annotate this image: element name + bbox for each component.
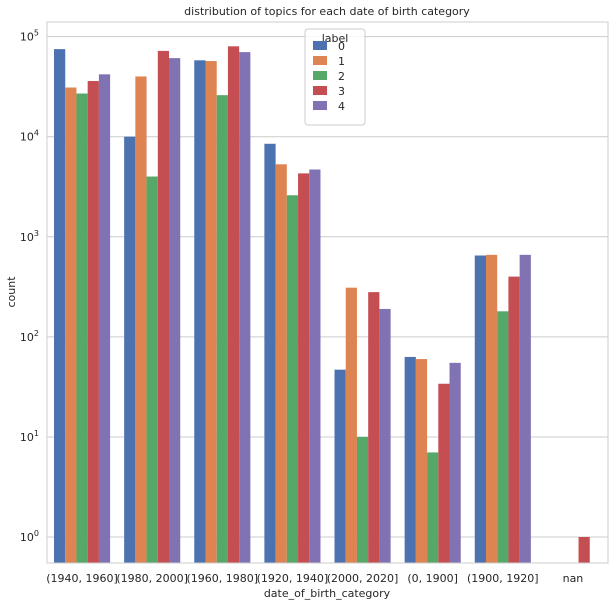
bar-series-4	[449, 362, 461, 563]
legend-swatch	[313, 71, 327, 80]
bar-series-3	[578, 537, 590, 563]
x-tick-label: (1940, 1960]	[46, 572, 118, 585]
bar-series-0	[264, 143, 276, 563]
y-tick-exponent: 3	[34, 229, 39, 238]
legend-entry: 0	[338, 40, 345, 53]
y-tick-label: 102	[20, 329, 39, 344]
bar-series-2	[76, 93, 88, 564]
y-tick-exponent: 4	[34, 129, 39, 138]
bar-series-2	[497, 311, 509, 563]
bar-series-4	[239, 52, 251, 563]
legend-entry: 2	[338, 70, 345, 83]
bar-series-1	[205, 61, 217, 564]
x-tick-label: nan	[563, 572, 584, 585]
y-tick-exponent: 2	[34, 329, 39, 338]
y-tick-base: 10	[20, 131, 34, 144]
y-tick-label: 103	[20, 229, 39, 244]
bar-series-1	[415, 359, 428, 563]
legend-entry: 1	[338, 55, 345, 68]
bar-series-3	[298, 173, 310, 563]
legend-swatch	[313, 41, 327, 50]
y-tick-exponent: 1	[34, 429, 39, 438]
chart-title: distribution of topics for each date of …	[184, 5, 470, 18]
y-tick-base: 10	[20, 531, 34, 544]
legend-items: 0 1 2 3 4	[313, 40, 345, 113]
y-tick-label: 101	[20, 429, 39, 444]
bar-series-3	[508, 276, 520, 563]
x-tick-label: (2000, 2020]	[327, 572, 399, 585]
y-tick-base: 10	[20, 331, 34, 344]
bar-series-4	[98, 74, 111, 564]
bar-series-1	[65, 87, 77, 563]
bar-series-2	[216, 95, 228, 564]
bar-series-3	[438, 383, 450, 563]
bar-series-0	[54, 49, 66, 563]
bar-series-0	[124, 136, 136, 564]
bar-series-1	[135, 76, 147, 563]
y-tick-label: 100	[20, 529, 39, 544]
x-axis-label: date_of_birth_category	[264, 587, 391, 600]
legend-title: label	[322, 32, 349, 45]
legend-entry: 4	[338, 100, 345, 113]
bar-series-0	[404, 356, 416, 563]
bar-series-3	[87, 81, 99, 564]
bar-series-1	[275, 164, 287, 563]
bars	[54, 46, 590, 564]
bar-series-2	[146, 176, 158, 563]
x-tick-label: (1920, 1940]	[257, 572, 329, 585]
bar-series-2	[286, 195, 299, 563]
y-tick-exponent: 5	[34, 29, 39, 38]
legend-swatch	[313, 86, 327, 95]
y-tick-exponent: 0	[34, 529, 39, 538]
bar-series-4	[309, 169, 321, 563]
y-tick-base: 10	[20, 431, 34, 444]
bar-series-4	[379, 308, 391, 563]
legend: label 0 1 2 3 4	[304, 28, 366, 126]
bar-series-0	[194, 60, 206, 563]
bar-series-3	[157, 50, 170, 564]
legend-swatch	[313, 56, 327, 65]
bar-series-0	[334, 369, 346, 563]
x-tick-label: (0, 1900]	[407, 572, 458, 585]
bar-series-4	[519, 254, 531, 563]
bar-series-0	[474, 255, 486, 563]
x-tick-label: (1900, 1920]	[467, 572, 539, 585]
bar-series-2	[427, 452, 439, 563]
y-axis-label: count	[5, 276, 18, 308]
y-tick-base: 10	[20, 231, 34, 244]
x-tick-label: (1980, 2000]	[116, 572, 188, 585]
bar-series-3	[227, 46, 240, 564]
legend-entry: 3	[338, 85, 345, 98]
bar-series-4	[169, 58, 181, 563]
bar-series-3	[368, 292, 380, 563]
y-tick-label: 105	[20, 29, 39, 44]
y-tick-base: 10	[20, 31, 34, 44]
plot-frame	[46, 21, 609, 564]
bar-series-1	[485, 254, 498, 563]
x-axis-ticks: (1940, 1960](1980, 2000](1960, 1980](192…	[46, 572, 583, 585]
bar-series-1	[345, 287, 357, 563]
y-tick-label: 104	[20, 129, 39, 144]
x-tick-label: (1960, 1980]	[187, 572, 259, 585]
legend-swatch	[313, 101, 327, 110]
bar-series-2	[356, 436, 369, 563]
